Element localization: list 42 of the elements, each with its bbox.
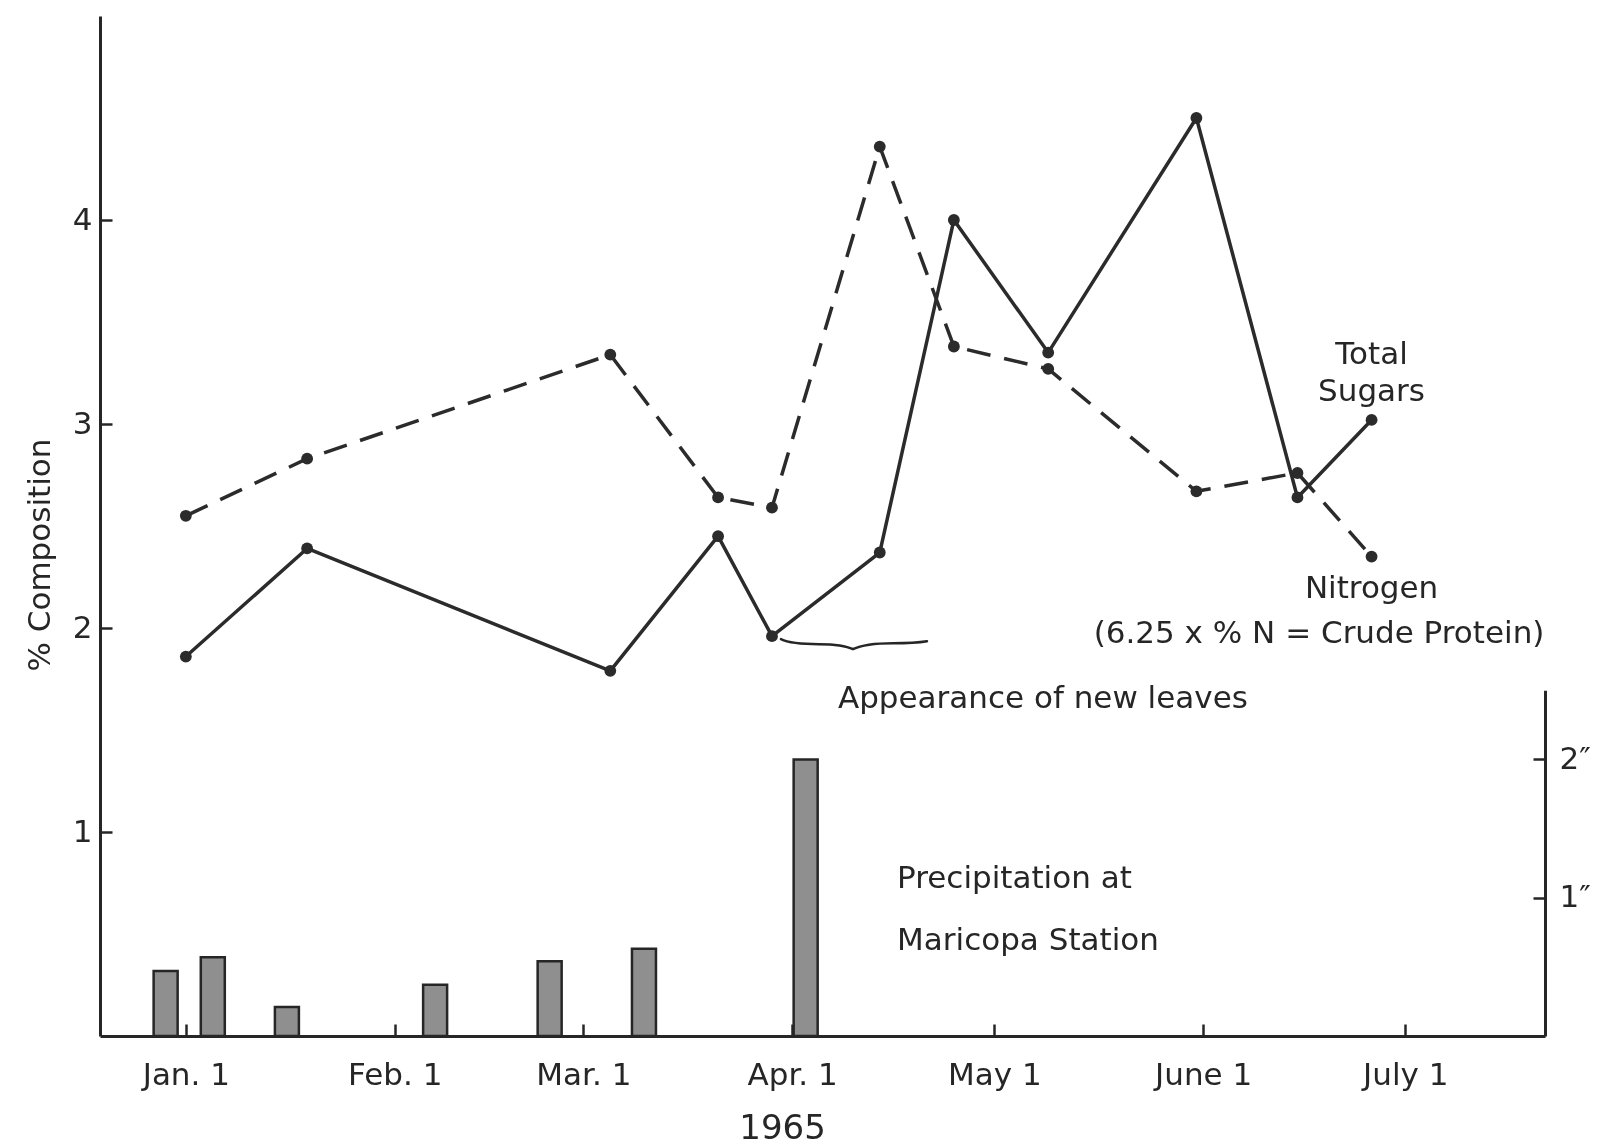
x-axis-title: 1965 xyxy=(739,1106,826,1147)
point xyxy=(1365,550,1378,563)
x-tick-label: May 1 xyxy=(947,1055,1042,1092)
point xyxy=(604,348,617,361)
x-tick-label: Mar. 1 xyxy=(536,1055,632,1092)
y-tick-label: 3 xyxy=(72,404,93,441)
x-tick-label: Apr. 1 xyxy=(747,1055,838,1092)
point xyxy=(1042,363,1055,375)
point xyxy=(947,340,960,353)
x-tick-label: Feb. 1 xyxy=(348,1055,443,1092)
point xyxy=(947,214,960,226)
point xyxy=(301,542,314,555)
point xyxy=(179,509,192,522)
series-label: Total Sugars xyxy=(1318,334,1426,408)
y-axis-title: % Composition xyxy=(20,438,57,672)
point xyxy=(1190,112,1203,124)
text: Precipitation at Maricopa Station xyxy=(897,858,1159,957)
y2-tick-label: 1″ xyxy=(1559,878,1591,915)
point xyxy=(1190,485,1203,498)
point xyxy=(1042,346,1055,359)
y-tick-label: 2 xyxy=(72,608,93,645)
point xyxy=(1291,467,1304,479)
point xyxy=(179,650,192,663)
x-tick-label: June 1 xyxy=(1153,1055,1253,1092)
point xyxy=(1365,414,1378,426)
point xyxy=(873,546,886,559)
point xyxy=(766,630,778,643)
annotation: (6.25 x % N = Crude Protein) xyxy=(1093,614,1545,651)
point xyxy=(873,140,886,153)
x-tick-label: Jan. 1 xyxy=(140,1055,230,1092)
point xyxy=(712,491,724,504)
y2-tick-label: 2″ xyxy=(1559,739,1591,776)
point xyxy=(1291,491,1304,504)
x-tick-label: July 1 xyxy=(1361,1055,1449,1092)
point xyxy=(766,501,778,514)
point xyxy=(301,452,314,465)
point xyxy=(712,530,724,543)
y-tick-label: 1 xyxy=(72,812,93,849)
annotation: Appearance of new leaves xyxy=(837,679,1248,716)
point xyxy=(604,664,617,677)
y-tick-label: 4 xyxy=(72,200,93,237)
series-label: Nitrogen xyxy=(1304,568,1439,605)
